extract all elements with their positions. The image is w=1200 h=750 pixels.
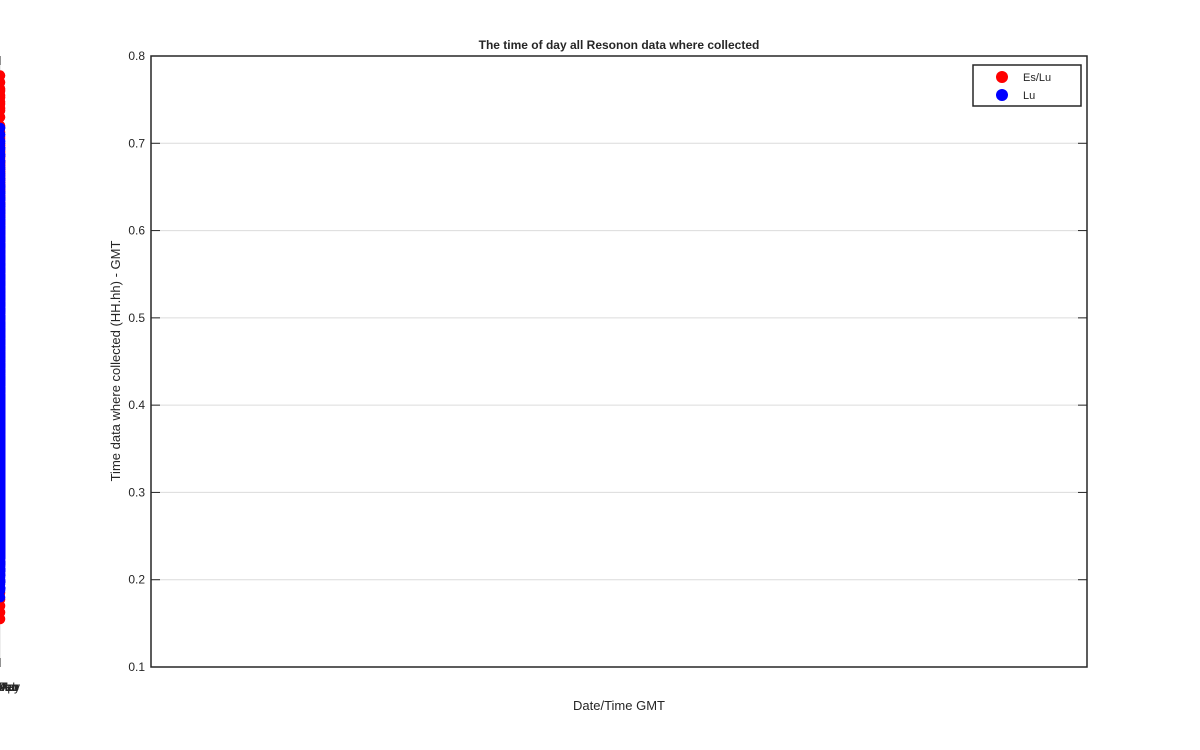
x-tick-label: 01-Apr xyxy=(0,680,18,694)
data-point xyxy=(0,227,6,239)
data-point xyxy=(0,312,6,324)
data-point xyxy=(0,138,6,149)
data-point xyxy=(0,164,6,175)
legend-label-es-lu: Es/Lu xyxy=(1023,72,1051,84)
legend-box xyxy=(972,64,1082,107)
plot-background xyxy=(151,56,1087,667)
y-tick-label: 0.8 xyxy=(128,49,145,63)
tick-labels: 01-Jan01-Feb01-Mar01-Apr01-May 0.1 0.2 0.3 0… xyxy=(0,49,145,694)
x-axis-label: Date/Time GMT xyxy=(573,698,665,713)
series-lu xyxy=(0,122,6,603)
legend-marker-lu xyxy=(996,89,1008,101)
data-point xyxy=(0,122,6,134)
legend-label-lu: Lu xyxy=(1023,90,1035,102)
y-axis-label: Time data where collected (HH.hh) - GMT xyxy=(108,241,123,482)
y-tick-label: 0.1 xyxy=(128,660,145,674)
y-tick-label: 0.3 xyxy=(128,485,145,499)
y-tick-label: 0.7 xyxy=(128,136,145,150)
y-tick-label: 0.5 xyxy=(128,311,145,325)
x-tick-label: 01-May xyxy=(0,680,20,694)
y-tick-label: 0.4 xyxy=(128,398,145,412)
chart-title: The time of day all Resonon data where c… xyxy=(479,38,760,52)
x-tick-label: 01-Feb xyxy=(0,680,19,694)
grid-lines xyxy=(0,56,1087,667)
axis-ticks xyxy=(0,55,1087,668)
y-tick-label: 0.2 xyxy=(128,573,145,587)
legend-marker-es-lu xyxy=(996,71,1008,83)
plot-frame xyxy=(150,55,1088,668)
legend: Es/Lu Lu xyxy=(972,64,1082,107)
y-tick-label: 0.6 xyxy=(128,224,145,238)
x-tick-label: 01-Mar xyxy=(0,680,19,694)
x-tick-label: 01-Jan xyxy=(0,680,18,694)
data-series xyxy=(0,70,6,625)
data-point xyxy=(0,70,6,81)
